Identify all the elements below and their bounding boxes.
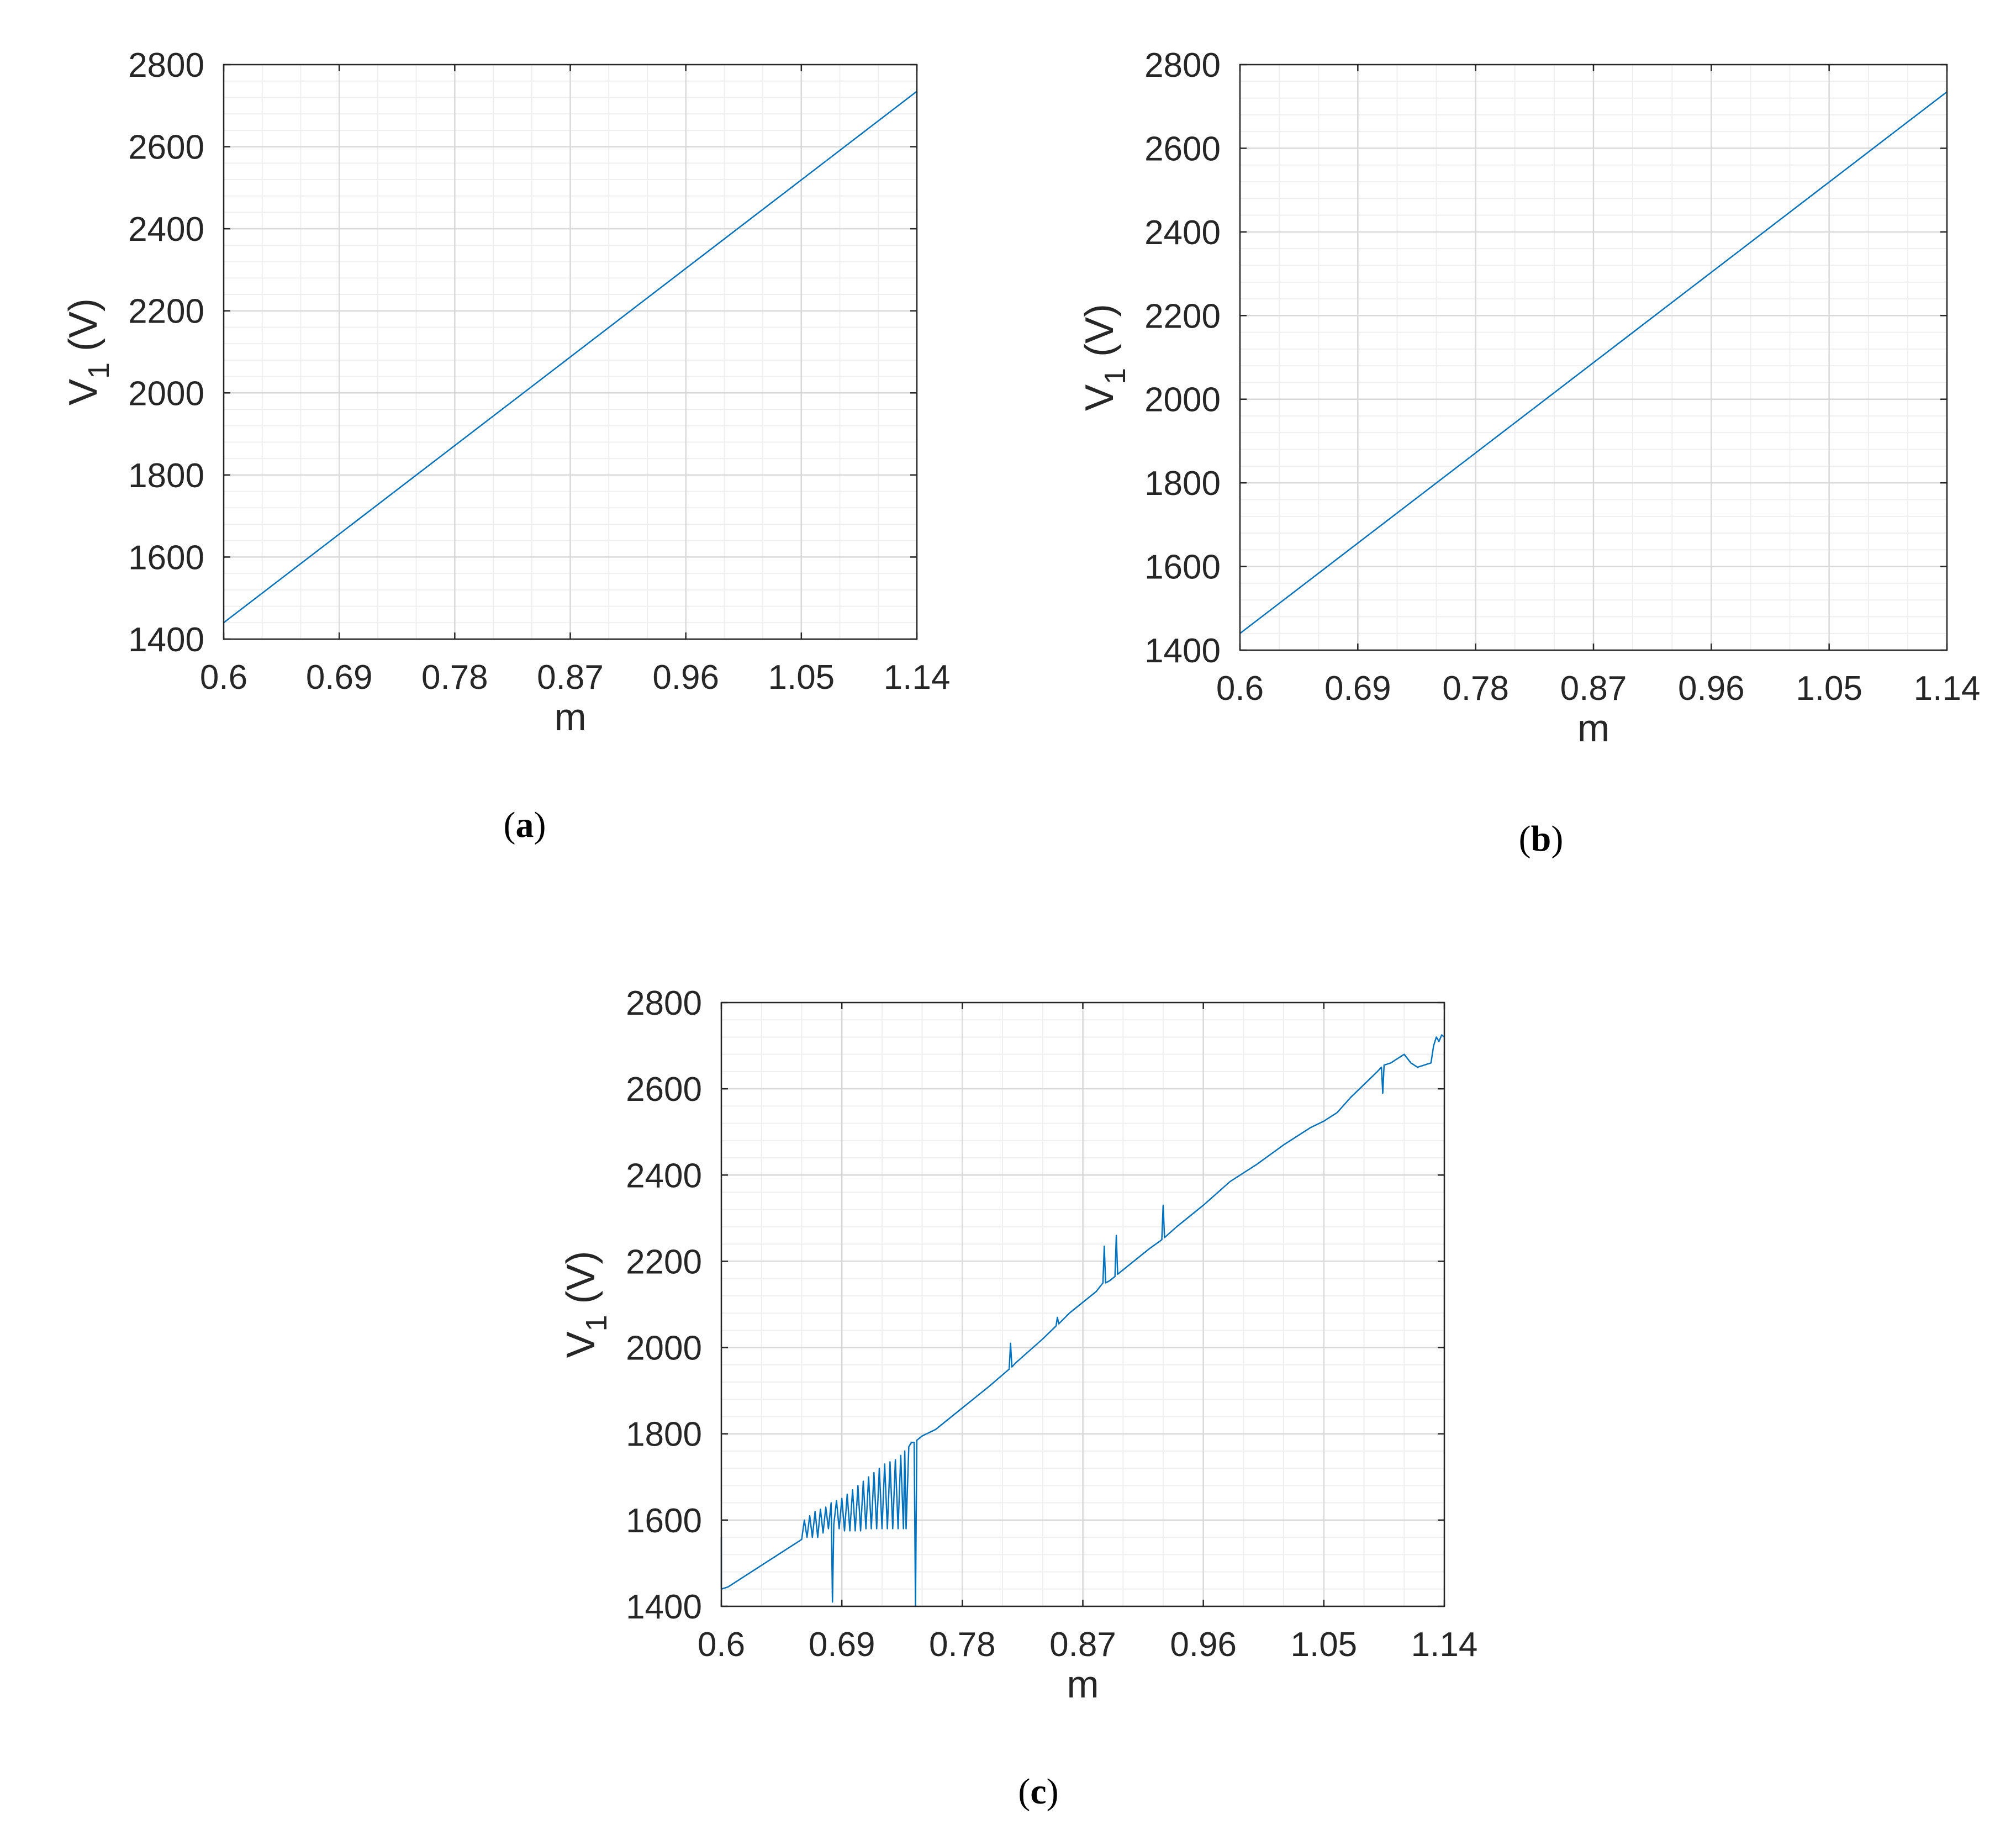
chart-panel-b: 0.6 0.69 0.78 0.87 0.96 1.05 1.14 1400 1600 1800 2… [1078, 46, 1980, 859]
x-tick-label: 0.96 [1170, 1626, 1237, 1664]
x-tick-label: 0.69 [306, 658, 373, 697]
y-tick-label: 2600 [128, 129, 204, 167]
y-axis-label-unit: (V) [559, 1251, 603, 1315]
x-tick-label: 1.14 [1411, 1626, 1478, 1664]
y-tick-label: 2000 [1144, 381, 1221, 419]
y-tick-label: 1800 [626, 1416, 702, 1454]
chart-panel-c: 0.6 0.69 0.78 0.87 0.96 1.05 1.14 1400 1600 1800 2… [559, 984, 1477, 1812]
panel-label: (a) [504, 805, 546, 845]
panel-label-open: ( [1519, 819, 1531, 859]
y-axis-label-unit: (V) [61, 298, 105, 362]
x-tick-label: 0.87 [1560, 669, 1627, 708]
y-axis-label-main: V [61, 379, 105, 405]
panel-label: (c) [1018, 1771, 1058, 1812]
y-tick-label: 2400 [1144, 214, 1221, 252]
x-tick-label: 0.6 [698, 1626, 745, 1664]
x-tick-label: 0.87 [1049, 1626, 1116, 1664]
y-tick-label: 1600 [1144, 549, 1221, 587]
y-tick-label: 1400 [1144, 632, 1221, 670]
y-tick-label: 2000 [128, 375, 204, 413]
y-tick-label: 2800 [626, 984, 702, 1022]
y-axis-label: V1 (V) [61, 298, 115, 405]
series-line [720, 1034, 1445, 1607]
panel-label-close: ) [1551, 819, 1563, 859]
y-axis-label-unit: (V) [1078, 304, 1122, 368]
x-tick-label: 1.05 [1796, 669, 1862, 708]
x-tick-label: 0.96 [1678, 669, 1745, 708]
y-tick-label: 2200 [128, 293, 204, 331]
y-tick-label: 1400 [128, 621, 204, 659]
x-tick-label: 0.87 [537, 658, 604, 697]
x-tick-label: 0.6 [1216, 669, 1264, 708]
y-tick-label: 2600 [626, 1071, 702, 1109]
series-line [223, 91, 917, 624]
x-tick-label: 1.14 [1914, 669, 1981, 708]
x-tick-label: 0.69 [1324, 669, 1391, 708]
x-tick-label: 1.05 [1290, 1626, 1357, 1664]
x-tick-label: 0.78 [421, 658, 488, 697]
chart-panel-a: 0.6 0.69 0.78 0.87 0.96 1.05 1.14 1400 1600 1800 2… [61, 46, 950, 845]
y-axis-label-subscript: 1 [82, 362, 115, 379]
y-axis-label-main: V [1078, 384, 1122, 411]
y-tick-label: 2600 [1144, 130, 1221, 168]
panel-label-close: ) [534, 805, 546, 845]
y-tick-label: 2200 [626, 1243, 702, 1281]
y-tick-label: 2800 [128, 46, 204, 85]
y-tick-label: 1600 [128, 539, 204, 577]
tick-marks [1239, 64, 1948, 651]
x-axis-label: m [1067, 1663, 1099, 1706]
panel-label: (b) [1519, 819, 1564, 859]
y-tick-label: 2400 [128, 210, 204, 249]
x-tick-label: 0.78 [1442, 669, 1509, 708]
y-axis-label: V1 (V) [559, 1251, 613, 1358]
panel-label-letter: c [1030, 1771, 1046, 1812]
y-tick-label: 1800 [1144, 465, 1221, 503]
y-tick-label: 2000 [626, 1330, 702, 1368]
x-tick-label: 0.6 [200, 658, 247, 697]
panel-label-open: ( [1018, 1771, 1030, 1812]
y-axis-label: V1 (V) [1078, 304, 1132, 411]
x-tick-label: 0.78 [929, 1626, 996, 1664]
panel-label-close: ) [1047, 1771, 1059, 1812]
tick-marks [223, 64, 918, 640]
x-tick-label: 0.69 [809, 1626, 875, 1664]
y-tick-label: 2400 [626, 1157, 702, 1195]
y-tick-label: 1400 [626, 1588, 702, 1626]
panel-label-open: ( [504, 805, 516, 845]
y-axis-label-subscript: 1 [580, 1315, 613, 1331]
y-tick-label: 1600 [626, 1502, 702, 1540]
x-tick-label: 0.96 [652, 658, 719, 697]
y-tick-label: 1800 [128, 457, 204, 495]
panel-label-letter: b [1531, 819, 1551, 859]
y-tick-label: 2200 [1144, 297, 1221, 335]
y-axis-label-main: V [559, 1332, 603, 1358]
x-tick-label: 1.05 [768, 658, 835, 697]
y-tick-label: 2800 [1144, 46, 1221, 85]
tick-marks [720, 1001, 1445, 1607]
series-line [1239, 91, 1948, 634]
y-axis-label-subscript: 1 [1099, 368, 1132, 384]
x-tick-label: 1.14 [884, 658, 951, 697]
panel-label-letter: a [516, 805, 534, 845]
x-axis-label: m [554, 695, 586, 739]
x-axis-label: m [1577, 706, 1609, 750]
